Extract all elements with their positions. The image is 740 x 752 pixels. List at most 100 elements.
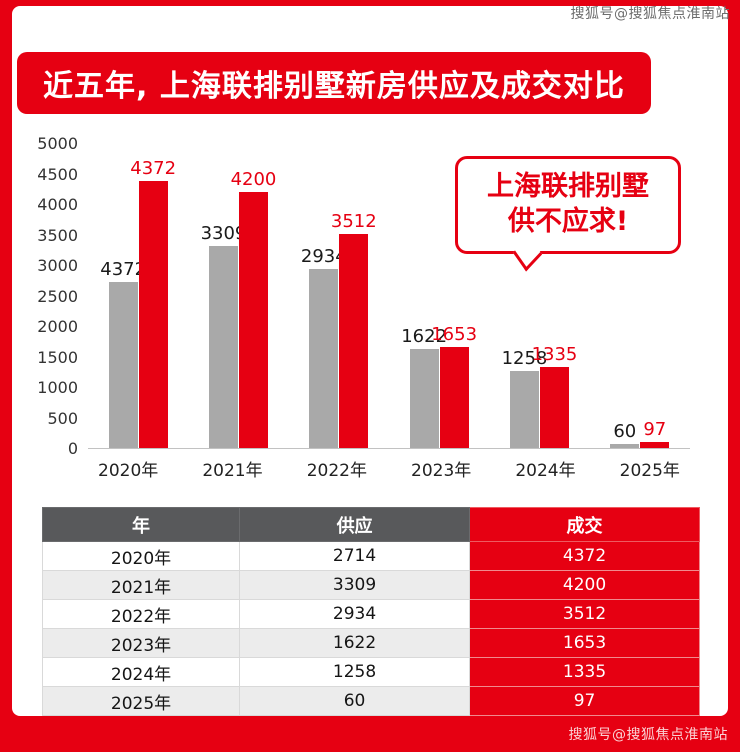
table-row: 2025年 60 97 (41, 686, 700, 716)
cell-deal: 1335 (469, 657, 700, 687)
data-table-wrap: 年供应 成交 2020年 2714 4372 2021年 3309 4200 2022年 293… (41, 507, 700, 716)
bar-成交 (439, 347, 469, 448)
bar-成交 (138, 181, 168, 448)
bar-group: 60 97 (590, 144, 690, 448)
table-body: 2020年 2714 4372 2021年 3309 4200 2022年 2934 3512 2… (41, 541, 700, 716)
bar-value-label: 4372 (130, 158, 177, 180)
bar-value-label: 1258 (501, 348, 548, 370)
cell-supply: 1258 (239, 657, 471, 687)
x-axis-label: 2021年 (202, 461, 263, 481)
bar-column-成交: 4200 (231, 170, 276, 448)
bar-pair: 1258 1335 (502, 144, 577, 448)
y-tick-label: 4000 (37, 195, 78, 214)
bar-group: 2934 3512 (289, 144, 389, 448)
bar-value-label: 1622 (401, 326, 448, 348)
bar-成交 (238, 191, 268, 448)
bar-成交 (640, 442, 670, 448)
table-header-year: 年 (41, 507, 241, 542)
bar-供应 (509, 371, 539, 448)
cell-supply: 2714 (239, 541, 471, 571)
cell-year: 2021年 (41, 570, 241, 600)
bar-供应 (108, 282, 138, 448)
y-tick-label: 500 (47, 408, 78, 428)
x-axis-label: 2023年 (411, 461, 472, 481)
table-row: 2023年 1622 1653 (41, 628, 700, 658)
bar-value-label: 60 (613, 421, 637, 443)
bar-value-label: 3309 (200, 223, 247, 245)
table-header-row: 年供应 成交 (41, 507, 700, 542)
data-table: 年供应 成交 2020年 2714 4372 2021年 3309 4200 2022年 293… (41, 507, 700, 716)
cell-deal: 4372 (469, 541, 700, 571)
cell-year: 2022年 (41, 599, 241, 629)
table-row: 2021年 3309 4200 (41, 570, 700, 600)
bar-column-供应: 60 (610, 421, 640, 448)
cell-year: 2020年 (41, 541, 241, 571)
cell-deal: 4200 (469, 570, 700, 600)
table-header-deal: 成交 (469, 507, 700, 542)
cell-year: 2025年 (41, 686, 241, 716)
y-tick-label: 4500 (37, 164, 78, 184)
bar-供应 (309, 269, 339, 448)
bar-group: 4372 4372 (88, 144, 188, 448)
plot-area: 4372 4372 3309 4200 2934 3512 1622 1653 1258 1335… (88, 144, 690, 449)
cell-supply: 60 (239, 686, 471, 716)
callout-bubble: 上海联排别墅 供不应求! (455, 156, 681, 272)
y-tick-label: 2500 (37, 286, 78, 306)
bar-group: 3309 4200 (188, 144, 288, 448)
bar-供应 (409, 349, 439, 448)
bar-value-label: 1335 (531, 343, 578, 365)
bar-value-label: 97 (643, 419, 667, 441)
callout-line-1: 上海联排别墅 (487, 171, 649, 202)
callout-line-2: 供不应求! (507, 206, 629, 238)
y-tick-label: 1500 (37, 347, 78, 367)
x-axis-label: 2020年 (98, 461, 159, 481)
bar-column-供应: 4372 (100, 261, 146, 448)
bar-column-成交: 97 (640, 419, 670, 448)
bar-group: 1258 1335 (489, 144, 589, 448)
bar-column-成交: 1335 (532, 345, 577, 448)
bar-pair: 4372 4372 (100, 144, 176, 448)
watermark-top-right: 搜狐号@搜狐焦点淮南站 (570, 6, 730, 22)
bar-pair: 2934 3512 (301, 144, 377, 448)
x-axis-labels: 2020年 2021年 2022年 2023年 2024年 2025年 (76, 456, 702, 481)
bar-供应 (610, 444, 640, 448)
bar-column-成交: 4372 (130, 160, 176, 448)
bar-value-label: 2934 (300, 246, 347, 268)
bar-column-供应: 3309 (201, 225, 246, 448)
y-tick-label: 5000 (37, 134, 78, 153)
cell-deal: 3512 (469, 599, 700, 629)
bar-chart: 5000 4500 4000 3500 3000 2500 2000 1500 1000 500 0… (24, 136, 716, 457)
cell-supply: 1622 (239, 628, 471, 658)
bar-pair: 3309 4200 (201, 144, 276, 448)
page-title: 近五年, 上海联排别墅新房供应及成交对比 (17, 52, 651, 114)
watermark-bottom-right: 搜狐号@搜狐焦点淮南站 (568, 727, 728, 743)
plot-wrap: 4372 4372 3309 4200 2934 3512 1622 1653 1258 1335… (88, 144, 716, 449)
table-row: 2020年 2714 4372 (41, 541, 700, 571)
content-panel: 近五年, 上海联排别墅新房供应及成交对比 5000 4500 4000 3500 300… (12, 6, 728, 716)
bar-column-供应: 2934 (301, 248, 347, 448)
bar-column-成交: 3512 (331, 212, 377, 448)
bar-group: 1622 1653 (389, 144, 489, 448)
bar-pair: 60 97 (610, 144, 670, 448)
x-axis-label: 2025年 (619, 461, 680, 481)
table-row: 2024年 1258 1335 (41, 657, 700, 687)
bar-pair: 1622 1653 (401, 144, 477, 448)
cell-supply: 2934 (239, 599, 471, 629)
x-axis: 2020年 2021年 2022年 2023年 2024年 2025年 (76, 456, 728, 481)
bar-value-label: 1653 (431, 324, 478, 346)
x-axis-label: 2022年 (306, 461, 367, 481)
bar-value-label: 4372 (100, 259, 147, 281)
y-tick-label: 0 (67, 439, 78, 458)
cell-supply: 3309 (239, 570, 471, 600)
x-axis-label: 2024年 (515, 461, 576, 481)
cell-deal: 1653 (469, 628, 700, 658)
bar-column-供应: 1622 (401, 328, 447, 448)
table-row: 2022年 2934 3512 (41, 599, 700, 629)
cell-year: 2023年 (41, 628, 241, 658)
cell-year: 2024年 (41, 657, 241, 687)
y-tick-label: 3500 (37, 225, 78, 245)
bar-column-供应: 1258 (502, 350, 547, 448)
bar-供应 (208, 246, 238, 448)
bar-value-label: 4200 (230, 168, 277, 190)
table-header-supply: 供应 (239, 507, 471, 542)
